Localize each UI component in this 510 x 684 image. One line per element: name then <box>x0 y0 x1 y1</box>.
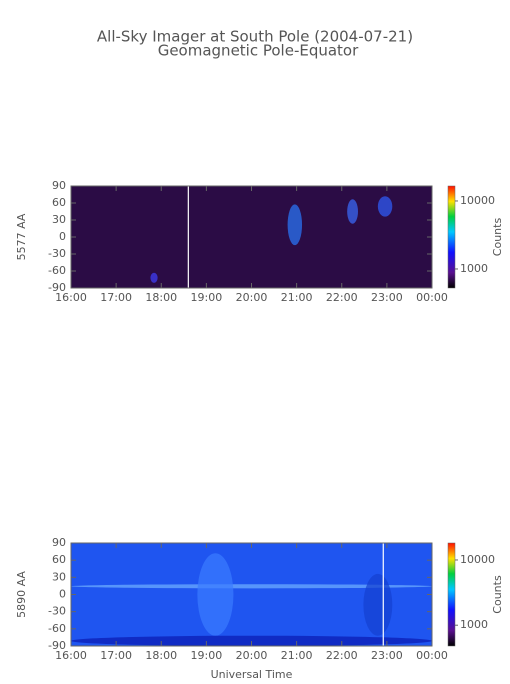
colorbar-label: Counts <box>491 575 504 614</box>
x-tick-label: 20:00 <box>236 291 268 304</box>
emission-patch <box>347 199 358 224</box>
x-tick-label: 23:00 <box>371 291 403 304</box>
y-tick-label: 0 <box>59 588 66 601</box>
x-tick-label: 22:00 <box>326 291 358 304</box>
y-tick-label: 90 <box>52 536 66 549</box>
x-axis-label: Universal Time <box>211 668 293 680</box>
y-tick-label: -90 <box>48 639 66 652</box>
colorbar <box>447 185 456 289</box>
colorbar-tick-label: 10000 <box>460 553 495 566</box>
y-tick-label: -90 <box>48 281 66 294</box>
x-tick-label: 22:00 <box>326 649 358 662</box>
x-tick-label: 18:00 <box>145 649 177 662</box>
emission-patch <box>363 573 393 636</box>
y-tick-label: 90 <box>52 179 66 192</box>
y-tick-label: 60 <box>52 196 66 209</box>
y-tick-label: 0 <box>59 230 66 243</box>
colorbar-tick-label: 1000 <box>460 262 488 275</box>
x-tick-label: 16:00 <box>55 649 87 662</box>
y-tick-label: 30 <box>52 213 66 226</box>
emission-patch <box>377 196 393 217</box>
colorbar-tick-label: 1000 <box>460 618 488 631</box>
y-tick-label: 30 <box>52 570 66 583</box>
x-tick-label: 21:00 <box>281 291 313 304</box>
image-area <box>71 186 432 288</box>
emission-patch <box>150 272 158 283</box>
y-tick-label: -60 <box>48 622 66 635</box>
x-tick-label: 20:00 <box>236 649 268 662</box>
y-axis-label: 5577 AA <box>15 213 28 260</box>
x-tick-label: 17:00 <box>100 649 132 662</box>
x-tick-label: 00:00 <box>416 291 448 304</box>
x-tick-label: 19:00 <box>191 291 223 304</box>
x-tick-label: 21:00 <box>281 649 313 662</box>
y-tick-label: 60 <box>52 553 66 566</box>
y-tick-label: -30 <box>48 247 66 260</box>
emission-patch <box>197 553 234 636</box>
emission-patch <box>287 204 303 246</box>
x-tick-label: 23:00 <box>371 649 403 662</box>
colorbar <box>447 542 456 647</box>
colorbar-label: Counts <box>491 218 504 257</box>
colorbar-tick-label: 10000 <box>460 194 495 207</box>
y-axis-label: 5890 AA <box>15 571 28 618</box>
y-tick-label: -60 <box>48 264 66 277</box>
x-tick-label: 00:00 <box>416 649 448 662</box>
y-tick-label: -30 <box>48 605 66 618</box>
emission-patch <box>71 584 432 589</box>
x-tick-label: 17:00 <box>100 291 132 304</box>
subtitle: Geomagnetic Pole-Equator <box>158 42 359 60</box>
title: All-Sky Imager at South Pole (2004-07-21… <box>97 28 413 46</box>
x-tick-label: 19:00 <box>191 649 223 662</box>
x-tick-label: 16:00 <box>55 291 87 304</box>
x-tick-label: 18:00 <box>145 291 177 304</box>
